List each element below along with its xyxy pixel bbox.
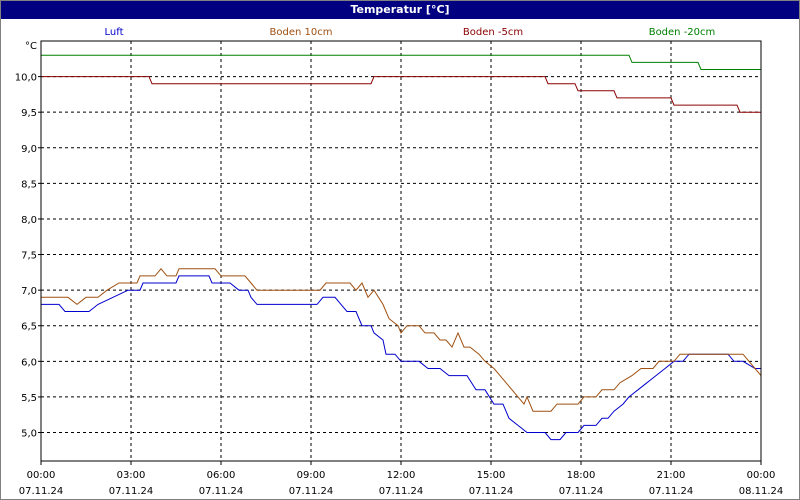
x-tick-date-label: 07.11.24 bbox=[469, 486, 514, 497]
x-tick-time-label: 18:00 bbox=[567, 470, 596, 481]
x-tick-date-label: 07.11.24 bbox=[379, 486, 424, 497]
x-tick-time-label: 21:00 bbox=[657, 470, 686, 481]
x-tick-date-label: 07.11.24 bbox=[199, 486, 244, 497]
y-tick-label: 6,0 bbox=[21, 357, 37, 368]
x-tick-time-label: 06:00 bbox=[207, 470, 236, 481]
y-tick-label: 6,5 bbox=[21, 322, 37, 333]
legend-entry: Luft bbox=[105, 27, 124, 38]
x-tick-date-label: 07.11.24 bbox=[19, 486, 64, 497]
series-line-boden-5cm bbox=[41, 76, 761, 113]
y-tick-label: 10,0 bbox=[15, 73, 37, 84]
series-line-luft bbox=[41, 275, 761, 441]
y-axis: 5,0 5,5 6,0 6,5 7,0 7,5 8,0 8,5 9,0 9,5 10,0 bbox=[15, 73, 41, 440]
x-tick-date-label: 07.11.24 bbox=[559, 486, 604, 497]
y-tick-label: 8,0 bbox=[21, 215, 37, 226]
legend: Luft Boden 10cm Boden -5cm Boden -20cm bbox=[105, 27, 716, 38]
chart-title: Temperatur [°C] bbox=[1, 1, 799, 19]
x-tick-time-label: 03:00 bbox=[117, 470, 146, 481]
y-tick-label: 8,5 bbox=[21, 179, 37, 190]
y-tick-label: 9,0 bbox=[21, 144, 37, 155]
legend-entry: Boden -20cm bbox=[649, 27, 716, 38]
y-tick-label: 7,5 bbox=[21, 251, 37, 262]
x-tick-date-label: 08.11.24 bbox=[739, 486, 784, 497]
series-lines bbox=[41, 54, 762, 441]
series-line-boden-10cm bbox=[41, 268, 762, 412]
y-tick-label: 7,0 bbox=[21, 286, 37, 297]
y-tick-label: 5,0 bbox=[21, 429, 37, 440]
x-tick-time-label: 09:00 bbox=[297, 470, 326, 481]
y-tick-label: 5,5 bbox=[21, 393, 37, 404]
x-tick-time-label: 12:00 bbox=[387, 470, 416, 481]
x-tick-date-label: 07.11.24 bbox=[649, 486, 694, 497]
x-tick-time-label: 00:00 bbox=[747, 470, 776, 481]
y-tick-label: 9,5 bbox=[21, 108, 37, 119]
x-tick-date-label: 07.11.24 bbox=[289, 486, 334, 497]
x-tick-date-label: 07.11.24 bbox=[109, 486, 154, 497]
series-line-boden-20cm bbox=[41, 54, 761, 70]
x-tick-time-label: 00:00 bbox=[27, 470, 56, 481]
x-tick-time-label: 15:00 bbox=[477, 470, 506, 481]
grid bbox=[41, 41, 761, 461]
y-unit-label: °C bbox=[25, 41, 37, 52]
legend-entry: Boden 10cm bbox=[270, 27, 333, 38]
legend-entry: Boden -5cm bbox=[463, 27, 523, 38]
x-axis: 00:00 07.11.24 03:00 07.11.24 06:00 07.11.24 0… bbox=[19, 461, 784, 497]
